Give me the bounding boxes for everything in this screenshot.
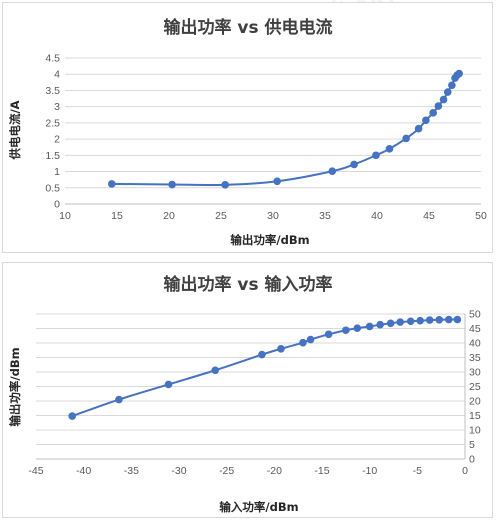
y-tick-label: 15 [469,410,481,422]
x-axis-label: 输出功率/dBm [230,233,309,247]
data-point [365,322,374,331]
data-point [324,330,333,339]
data-point [448,81,456,90]
chart-title: 输出功率 vs 供电电流 [163,17,332,38]
data-point [396,318,404,326]
data-point [414,124,423,133]
y-tick-labels: 0 0.5 1 1.5 2 2.5 3 3.5 4 4.5 [45,53,60,211]
data-point [443,88,452,96]
data-point [406,317,415,326]
y-tick-label: 4.5 [45,53,60,65]
series-line [71,318,458,418]
chart-svg-output-vs-input: 输出功率 vs 输入功率 -45 -40 -35 -30 -25 -20 -15 -10 -5 0… [8,274,481,514]
data-point [108,180,116,188]
data-point [435,316,444,324]
y-tick-label: 5 [469,439,475,451]
data-point [258,350,266,359]
data-point [372,151,380,160]
y-axis-label: 供电电流/A [8,100,22,160]
x-tick-label: -5 [413,465,422,477]
x-tick-label: -10 [362,465,377,477]
data-point [422,116,430,125]
y-tick-label: 3 [54,101,60,113]
y-tick-labels: 0 5 10 15 20 25 30 35 40 45 50 [469,309,481,466]
x-tick-label: 0 [462,465,468,477]
data-point [221,181,229,189]
data-point [425,316,434,324]
x-tick-label: -15 [314,465,329,477]
y-tick-label: 25 [469,381,481,393]
y-axis-label: 输出功率/dBm [8,347,22,426]
data-point [376,320,384,329]
x-tick-label: -30 [171,465,186,477]
y-tick-label: 0 [54,199,60,211]
y-tick-label: 40 [469,338,481,350]
x-tick-label: 40 [371,210,383,222]
data-point [434,102,443,110]
data-point [453,315,462,324]
data-point [273,177,281,186]
chart-title: 输出功率 vs 输入功率 [163,274,332,295]
data-point [299,338,307,347]
data-series [108,69,463,189]
x-tick-label: 25 [215,210,227,222]
data-point [68,412,77,420]
y-tick-label: 0.5 [45,182,60,194]
x-tick-label: 10 [59,210,71,222]
data-series [68,315,462,420]
x-tick-label: 45 [423,210,435,222]
data-point [444,315,453,324]
y-tick-label: 20 [469,396,481,408]
data-point [164,380,173,389]
x-tick-label: -20 [267,465,282,477]
data-point [277,345,285,353]
data-point [353,324,362,333]
y-tick-label: 2.5 [45,117,60,129]
data-point [328,167,337,176]
data-point [115,395,123,404]
y-tick-label: 3.5 [45,85,60,97]
y-tick-label: 35 [469,352,481,364]
gridlines [65,57,481,205]
x-tick-labels: 10 15 20 25 30 35 40 45 50 [59,210,487,222]
data-point [342,326,350,335]
chart-panel-output-vs-input: 输出功率 vs 输入功率 -45 -40 -35 -30 -25 -20 -15 -10 -5 0… [2,262,493,518]
data-point [168,180,176,189]
data-point [429,109,437,117]
x-tick-label: 50 [475,210,487,222]
y-tick-label: 0 [469,454,475,466]
data-point [416,316,424,325]
y-tick-label: 10 [469,425,481,437]
x-tick-label: -40 [76,465,91,477]
data-point [350,160,358,169]
x-tick-labels: -45 -40 -35 -30 -25 -20 -15 -10 -5 0 [28,465,468,477]
gridlines [36,313,466,460]
y-tick-label: 1 [54,166,60,178]
y-tick-label: 45 [469,323,481,335]
x-tick-label: 15 [111,210,123,222]
x-tick-label: 30 [267,210,279,222]
y-tick-label: 2 [54,134,60,146]
x-tick-label: -45 [28,465,43,477]
data-point [386,319,395,328]
y-tick-label: 4 [54,69,60,81]
data-point [306,335,315,344]
x-tick-label: -35 [124,465,139,477]
data-point [211,366,220,375]
chart-panel-power-vs-current: 输出功率 vs 供电电流 10 15 20 25 30 35 40 45 50 0 0.5 1 1.5… [2,2,493,253]
x-tick-label: 35 [319,210,331,222]
y-tick-label: 30 [469,367,481,379]
y-tick-label: 1.5 [45,150,60,162]
y-tick-label: 50 [469,309,481,321]
x-tick-label: -25 [219,465,234,477]
data-point [402,134,410,143]
data-point [439,95,448,104]
data-point [385,145,394,153]
x-tick-label: 20 [163,210,175,222]
data-point [455,69,463,78]
x-axis-label: 输入功率/dBm [219,500,298,514]
chart-svg-power-vs-current: 输出功率 vs 供电电流 10 15 20 25 30 35 40 45 50 0 0.5 1 1.5… [8,17,487,247]
